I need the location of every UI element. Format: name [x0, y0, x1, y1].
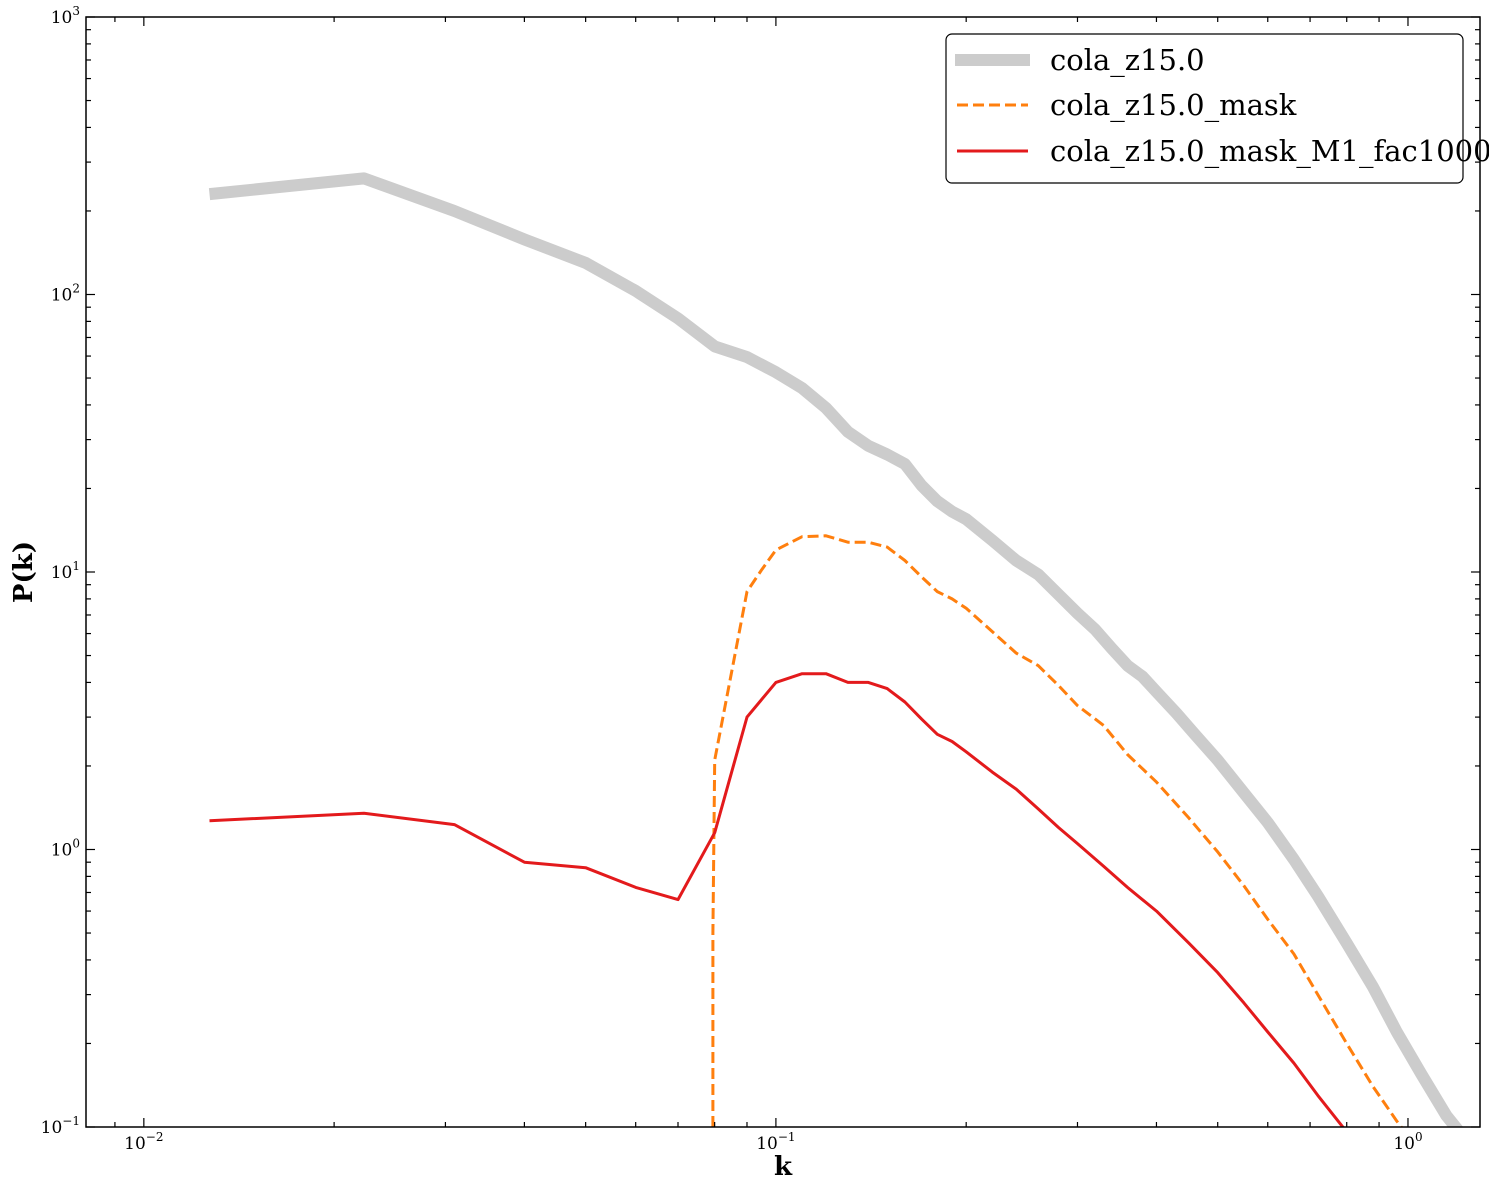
series-line-cola-z15-0 [208, 172, 1464, 1127]
y-tick-label: 103 [51, 4, 80, 28]
series-layer [208, 172, 1464, 1127]
series-line-cola-z15-0-mask-m1-fac1000-0 [209, 672, 1345, 1127]
legend-box [945, 33, 1464, 184]
tick-labels-layer: 10−2 10−1 100 10−1 100 101 102 103 [41, 4, 1423, 1154]
legend-label-cola-z15: cola_z15.0 [1050, 43, 1205, 78]
y-tick-label: 10−1 [41, 1114, 80, 1138]
ticks-layer [86, 16, 1480, 1128]
legend-label-cola-z15-mask-m1: cola_z15.0_mask_M1_fac1000.0 [1050, 134, 1489, 169]
x-axis-label: k [774, 1152, 793, 1182]
y-tick-label: 100 [51, 837, 80, 861]
legend: cola_z15.0 cola_z15.0_mask cola_z15.0_ma… [945, 33, 1489, 184]
x-tick-label: 10−2 [124, 1130, 163, 1154]
series-line-cola-z15-0-mask [711, 534, 1404, 1127]
x-tick-label: 10−1 [756, 1130, 795, 1154]
y-tick-label: 102 [51, 282, 80, 306]
x-tick-label: 100 [1393, 1130, 1422, 1154]
y-tick-label: 101 [51, 559, 80, 583]
y-axis-label: P(k) [9, 541, 39, 603]
legend-label-cola-z15-mask: cola_z15.0_mask [1050, 88, 1297, 123]
